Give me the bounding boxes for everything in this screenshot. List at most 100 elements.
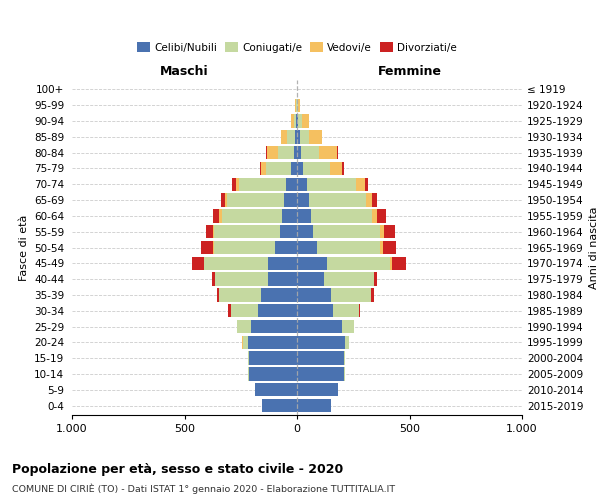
- Text: Maschi: Maschi: [160, 66, 209, 78]
- Bar: [268, 272, 297, 286]
- Bar: [307, 178, 355, 191]
- Bar: [300, 130, 309, 143]
- Text: COMUNE DI CIRIÈ (TO) - Dati ISTAT 1° gennaio 2020 - Elaborazione TUTTITALIA.IT: COMUNE DI CIRIÈ (TO) - Dati ISTAT 1° gen…: [12, 484, 395, 494]
- Bar: [380, 225, 383, 238]
- Bar: [297, 162, 302, 175]
- Bar: [359, 304, 360, 318]
- Bar: [301, 146, 319, 160]
- Bar: [383, 241, 396, 254]
- Bar: [220, 209, 221, 222]
- Text: Popolazione per età, sesso e stato civile - 2020: Popolazione per età, sesso e stato civil…: [12, 462, 343, 475]
- Bar: [298, 114, 302, 128]
- Bar: [221, 209, 283, 222]
- Bar: [298, 98, 301, 112]
- Bar: [215, 272, 268, 286]
- Bar: [292, 162, 297, 175]
- Bar: [309, 130, 322, 143]
- Bar: [297, 178, 307, 191]
- Bar: [328, 256, 391, 270]
- Bar: [225, 194, 227, 207]
- Bar: [373, 194, 377, 207]
- Bar: [257, 304, 297, 318]
- Bar: [221, 194, 225, 207]
- Bar: [355, 178, 365, 191]
- Bar: [293, 146, 297, 160]
- Bar: [232, 178, 236, 191]
- Bar: [329, 162, 342, 175]
- Bar: [365, 178, 368, 191]
- Bar: [297, 304, 333, 318]
- Bar: [342, 320, 355, 333]
- Bar: [217, 288, 220, 302]
- Bar: [268, 256, 297, 270]
- Bar: [297, 130, 300, 143]
- Bar: [302, 114, 310, 128]
- Bar: [297, 336, 346, 349]
- Bar: [380, 241, 383, 254]
- Bar: [193, 256, 203, 270]
- Bar: [212, 225, 214, 238]
- Bar: [297, 194, 310, 207]
- Bar: [337, 146, 338, 160]
- Bar: [373, 209, 377, 222]
- Bar: [243, 336, 248, 349]
- Bar: [297, 288, 331, 302]
- Bar: [262, 399, 297, 412]
- Bar: [331, 288, 371, 302]
- Bar: [313, 225, 380, 238]
- Text: Femmine: Femmine: [377, 66, 442, 78]
- Bar: [297, 352, 344, 365]
- Bar: [214, 241, 275, 254]
- Bar: [296, 114, 297, 128]
- Bar: [344, 352, 346, 365]
- Bar: [202, 241, 212, 254]
- Bar: [251, 320, 297, 333]
- Bar: [239, 178, 286, 191]
- Bar: [287, 130, 295, 143]
- Bar: [346, 336, 349, 349]
- Bar: [371, 288, 373, 302]
- Bar: [377, 209, 386, 222]
- Bar: [365, 194, 373, 207]
- Bar: [297, 272, 324, 286]
- Bar: [297, 146, 301, 160]
- Bar: [212, 241, 214, 254]
- Bar: [275, 241, 297, 254]
- Bar: [311, 209, 373, 222]
- Bar: [297, 320, 342, 333]
- Bar: [391, 256, 392, 270]
- Bar: [238, 320, 251, 333]
- Bar: [286, 178, 297, 191]
- Bar: [278, 146, 293, 160]
- Bar: [261, 288, 297, 302]
- Bar: [297, 383, 337, 396]
- Bar: [266, 146, 278, 160]
- Bar: [248, 352, 297, 365]
- Legend: Celibi/Nubili, Coniugati/e, Vedovi/e, Divorziati/e: Celibi/Nubili, Coniugati/e, Vedovi/e, Di…: [133, 38, 461, 57]
- Bar: [319, 146, 337, 160]
- Bar: [297, 209, 311, 222]
- Bar: [227, 194, 284, 207]
- Bar: [206, 225, 212, 238]
- Bar: [295, 130, 297, 143]
- Bar: [214, 225, 280, 238]
- Bar: [265, 146, 266, 160]
- Bar: [284, 194, 297, 207]
- Bar: [342, 162, 344, 175]
- Bar: [281, 130, 287, 143]
- Bar: [310, 194, 365, 207]
- Bar: [290, 114, 294, 128]
- Bar: [333, 304, 359, 318]
- Bar: [203, 256, 268, 270]
- Bar: [260, 162, 261, 175]
- Bar: [297, 225, 313, 238]
- Bar: [212, 272, 215, 286]
- Bar: [302, 162, 329, 175]
- Bar: [297, 367, 344, 380]
- Bar: [297, 399, 331, 412]
- Bar: [295, 98, 296, 112]
- Bar: [297, 256, 328, 270]
- Bar: [392, 256, 406, 270]
- Bar: [230, 304, 257, 318]
- Y-axis label: Anni di nascita: Anni di nascita: [589, 206, 599, 289]
